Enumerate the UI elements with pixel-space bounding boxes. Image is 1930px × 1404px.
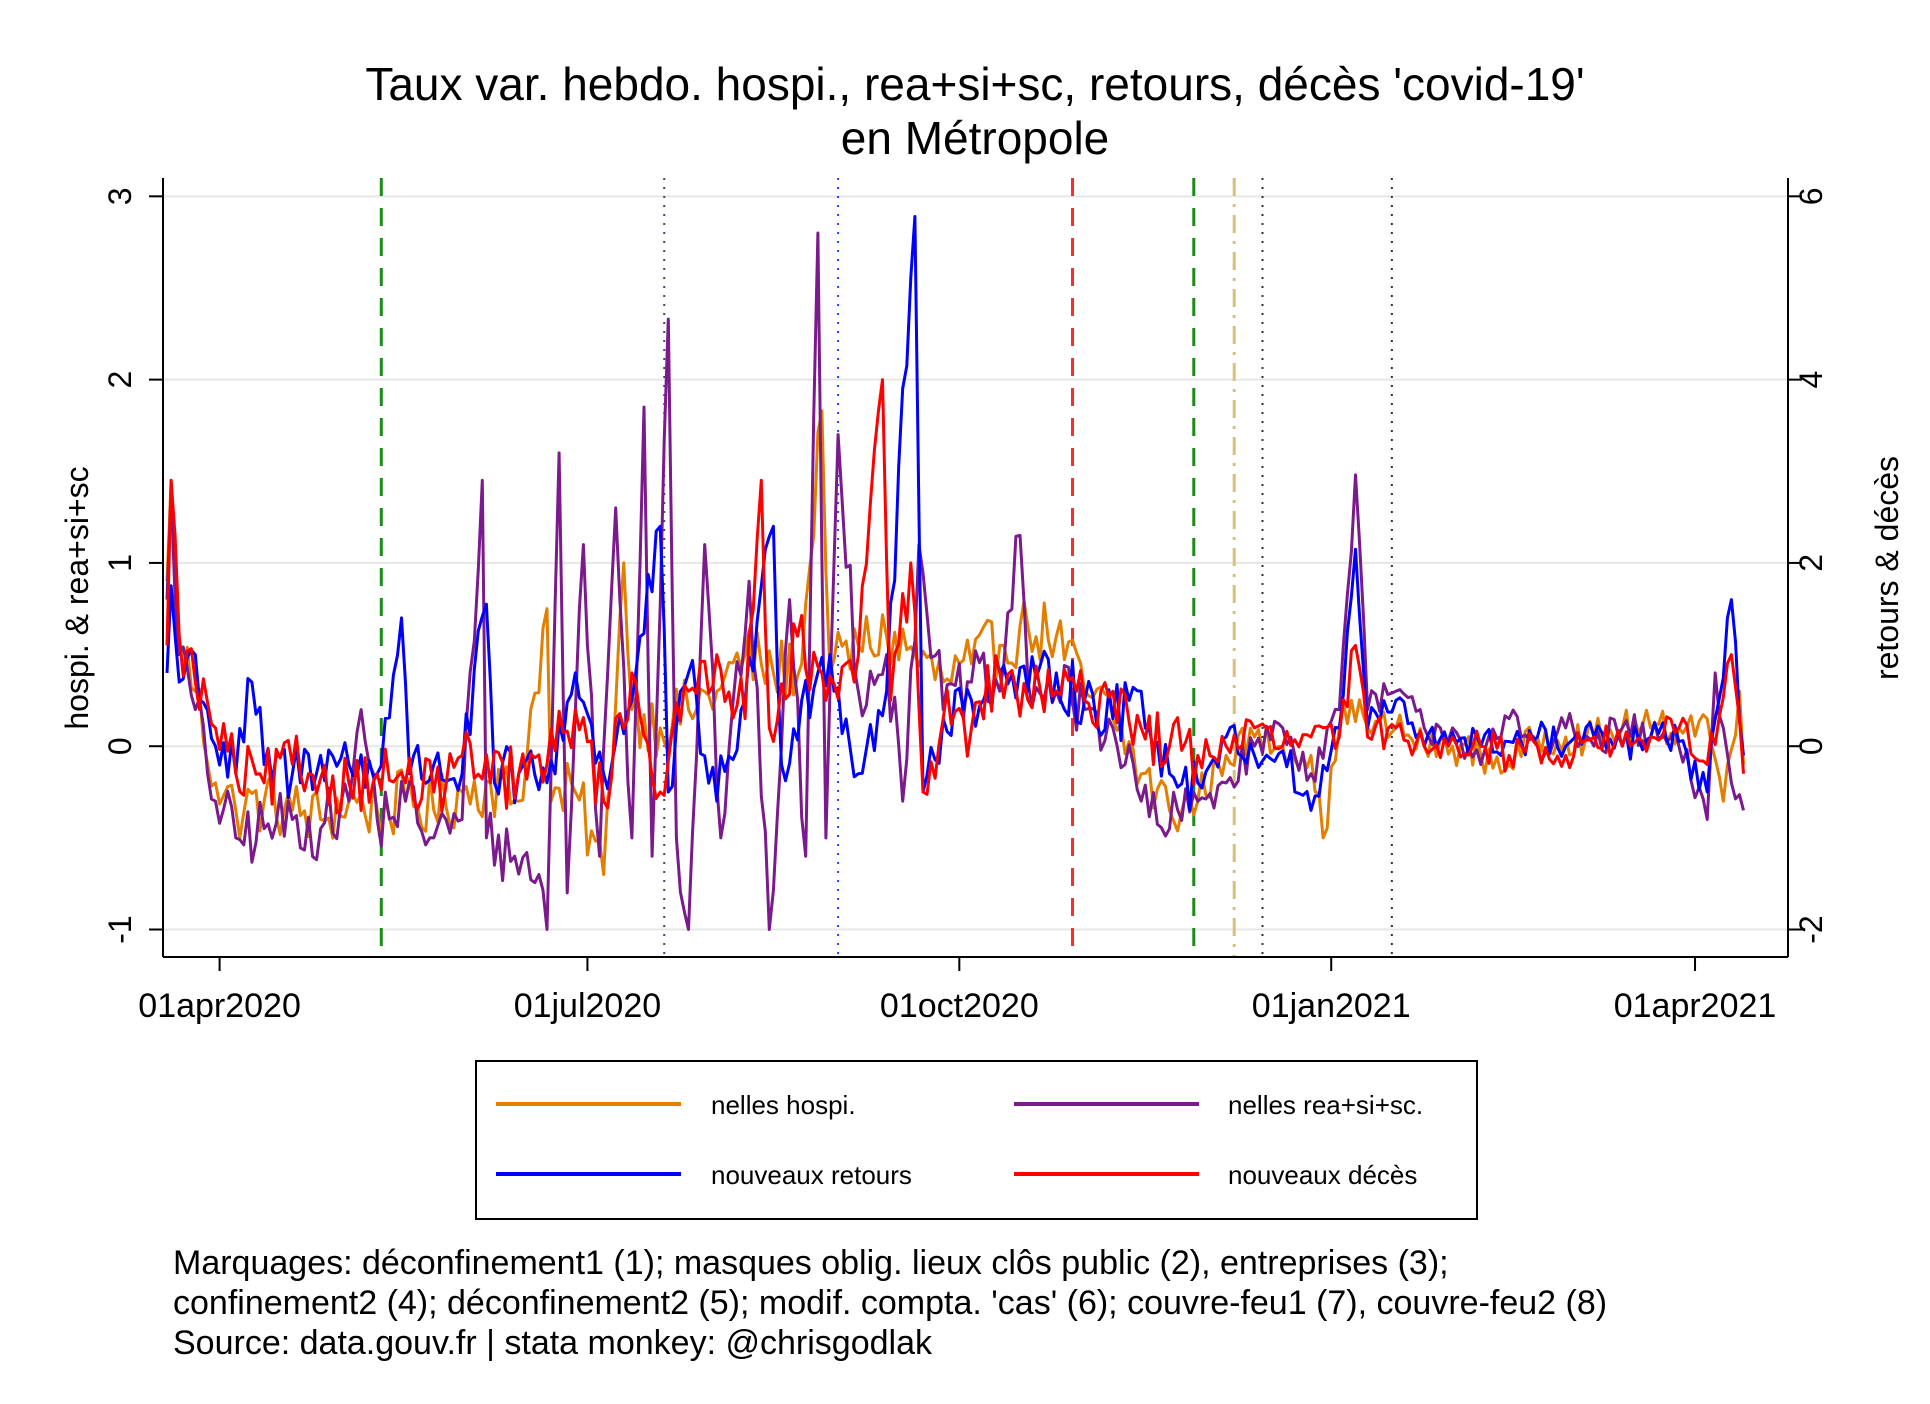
legend-label-retours: nouveaux retours <box>711 1160 912 1190</box>
data-series <box>165 215 1745 931</box>
y-right-tick-label: 6 <box>1793 187 1829 205</box>
x-tick-label: 01jan2021 <box>1252 987 1411 1025</box>
x-tick-label: 01jul2020 <box>514 987 661 1025</box>
legend-label-deces: nouveaux décès <box>1228 1160 1417 1190</box>
series-line-1 <box>165 231 1745 931</box>
axis-ticks: -1 0 1 2 3 -2 0 2 4 6 01apr2020 01jul2020 01oct2020 0… <box>102 187 1829 1025</box>
y-right-tick-label: -2 <box>1793 915 1829 943</box>
y-left-tick-label: 2 <box>102 371 138 389</box>
y-right-tick-label: 0 <box>1793 737 1829 755</box>
legend-label-hospi: nelles hospi. <box>711 1090 856 1120</box>
y-right-tick-label: 2 <box>1793 554 1829 572</box>
footnote-line-1: Marquages: déconfinement1 (1); masques o… <box>173 1244 1449 1282</box>
event-markers <box>379 178 1393 957</box>
x-tick-label: 01apr2020 <box>138 987 301 1025</box>
series-line-3 <box>165 378 1745 815</box>
chart-title-line-2: en Métropole <box>841 112 1110 164</box>
y-left-tick-label: 1 <box>102 554 138 572</box>
x-tick-label: 01oct2020 <box>880 987 1039 1025</box>
y-left-tick-label: 0 <box>102 737 138 755</box>
footnote-line-3: Source: data.gouv.fr | stata monkey: @ch… <box>173 1324 933 1362</box>
legend-label-rea: nelles rea+si+sc. <box>1228 1090 1423 1120</box>
legend-box <box>475 1060 1478 1220</box>
y-right-tick-label: 4 <box>1793 371 1829 389</box>
chart-title-line-1: Taux var. hebdo. hospi., rea+si+sc, reto… <box>365 58 1584 110</box>
y-left-tick-label: -1 <box>102 915 138 943</box>
x-tick-label: 01apr2021 <box>1614 987 1777 1025</box>
grid-lines <box>163 195 1788 931</box>
y-axis-left-label: hospi. & rea+si+sc <box>59 466 95 729</box>
footnote-line-2: confinement2 (4); déconfinement2 (5); mo… <box>173 1284 1607 1322</box>
legend: nelles hospi. nelles rea+si+sc. nouveaux… <box>475 1060 1478 1220</box>
y-left-tick-label: 3 <box>102 187 138 205</box>
y-axis-right-label: retours & décès <box>1869 456 1905 680</box>
